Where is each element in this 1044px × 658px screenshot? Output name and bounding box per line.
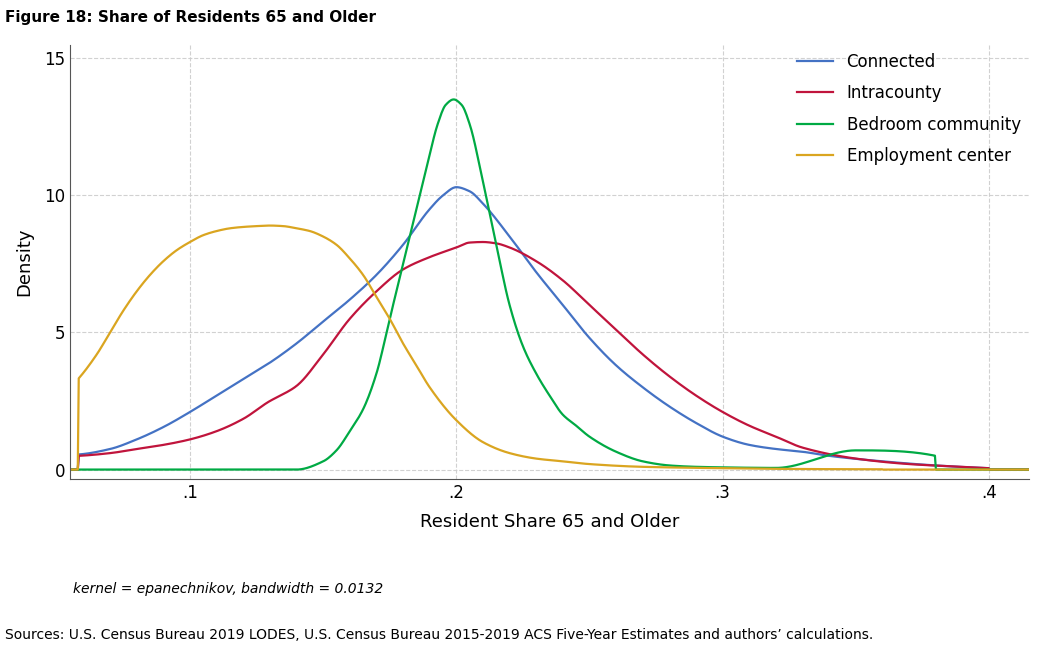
Line: Employment center: Employment center (70, 226, 1029, 470)
Intracounty (162, 440, 174, 448)
Intracounty (812, 448, 825, 456)
Connected (830, 453, 843, 461)
Connected (453, 184, 466, 191)
Bedroom community (488, 227, 500, 235)
X-axis label: Resident Share 65 and Older: Resident Share 65 and Older (420, 513, 680, 531)
Bedroom community (64, 466, 76, 474)
Bedroom community (723, 463, 736, 471)
Text: Figure 18: Share of Residents 65 and Older: Figure 18: Share of Residents 65 and Old… (5, 10, 376, 25)
Legend: Connected, Intracounty, Bedroom community, Employment center: Connected, Intracounty, Bedroom communit… (797, 53, 1021, 165)
Text: kernel = epanechnikov, bandwidth = 0.0132: kernel = epanechnikov, bandwidth = 0.013… (73, 582, 383, 596)
Employment center (64, 466, 76, 474)
Connected (812, 450, 825, 458)
Bedroom community (453, 98, 466, 106)
Connected (1023, 466, 1036, 474)
Connected (162, 420, 174, 428)
Employment center (488, 443, 500, 451)
Intracounty (830, 451, 843, 459)
Connected (64, 466, 76, 474)
Text: Sources: U.S. Census Bureau 2019 LODES, U.S. Census Bureau 2015-2019 ACS Five-Ye: Sources: U.S. Census Bureau 2019 LODES, … (5, 628, 874, 642)
Employment center (723, 465, 736, 472)
Bedroom community (830, 449, 843, 457)
Connected (450, 183, 462, 191)
Employment center (1023, 466, 1036, 474)
Intracounty (723, 412, 736, 420)
Intracounty (64, 466, 76, 474)
Bedroom community (1023, 466, 1036, 474)
Line: Intracounty: Intracounty (70, 242, 1029, 470)
Intracounty (476, 238, 489, 246)
Bedroom community (812, 454, 825, 462)
Bedroom community (448, 95, 460, 103)
Connected (723, 435, 736, 443)
Intracounty (452, 243, 465, 251)
Employment center (812, 465, 825, 473)
Employment center (453, 418, 466, 426)
Intracounty (488, 239, 500, 247)
Employment center (162, 253, 174, 261)
Employment center (830, 465, 843, 473)
Bedroom community (162, 466, 174, 474)
Y-axis label: Density: Density (15, 228, 33, 296)
Line: Connected: Connected (70, 187, 1029, 470)
Intracounty (1023, 466, 1036, 474)
Employment center (263, 222, 276, 230)
Line: Bedroom community: Bedroom community (70, 99, 1029, 470)
Connected (488, 212, 500, 220)
